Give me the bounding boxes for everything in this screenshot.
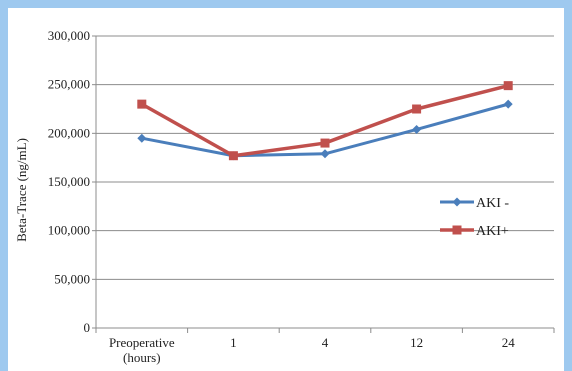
data-point xyxy=(228,151,238,161)
x-tick-label: 4 xyxy=(322,335,329,350)
legend-label: AKI+ xyxy=(476,224,509,239)
data-point xyxy=(412,104,422,114)
chart-frame: 0 50,000 100,000 150,000 200,000 250,000 300,0… xyxy=(8,8,564,371)
y-tick-labels: 0 50,000 100,000 150,000 200,000 250,000 300,0… xyxy=(48,28,90,335)
x-tick-label: 12 xyxy=(410,335,423,350)
y-axis-label: Beta-Trace (ng/mL) xyxy=(14,138,29,242)
axes xyxy=(92,35,555,333)
x-tick-label: 24 xyxy=(502,335,516,350)
y-tick-label: 0 xyxy=(84,320,91,335)
series-group xyxy=(137,81,513,161)
x-tick-label: 1 xyxy=(230,335,237,350)
y-tick-label: 250,000 xyxy=(48,77,90,92)
series-line xyxy=(141,102,509,158)
line-chart: 0 50,000 100,000 150,000 200,000 250,000 300,0… xyxy=(14,28,555,365)
legend-label: AKI - xyxy=(476,196,509,211)
y-tick-label: 200,000 xyxy=(48,125,90,140)
legend-marker xyxy=(452,197,462,207)
grid-lines xyxy=(96,35,554,280)
series-2 xyxy=(137,81,513,161)
x-tick-label: Preoperative (hours) xyxy=(109,335,175,365)
legend-item: AKI - xyxy=(440,196,509,211)
series-1 xyxy=(137,99,513,161)
data-point xyxy=(137,133,147,143)
legend-marker xyxy=(452,225,462,235)
data-point xyxy=(503,81,513,91)
data-point xyxy=(503,99,513,109)
legend-item: AKI+ xyxy=(440,224,509,239)
legend: AKI - AKI+ xyxy=(440,196,509,239)
data-point xyxy=(320,149,330,159)
data-point xyxy=(320,138,330,148)
data-point xyxy=(412,124,422,134)
y-tick-label: 150,000 xyxy=(48,174,90,189)
data-point xyxy=(137,99,147,109)
x-tick-labels: Preoperative (hours) 1 4 12 24 xyxy=(109,335,515,365)
y-tick-label: 50,000 xyxy=(54,271,90,286)
y-tick-label: 300,000 xyxy=(48,28,90,43)
y-tick-label: 100,000 xyxy=(48,223,90,238)
